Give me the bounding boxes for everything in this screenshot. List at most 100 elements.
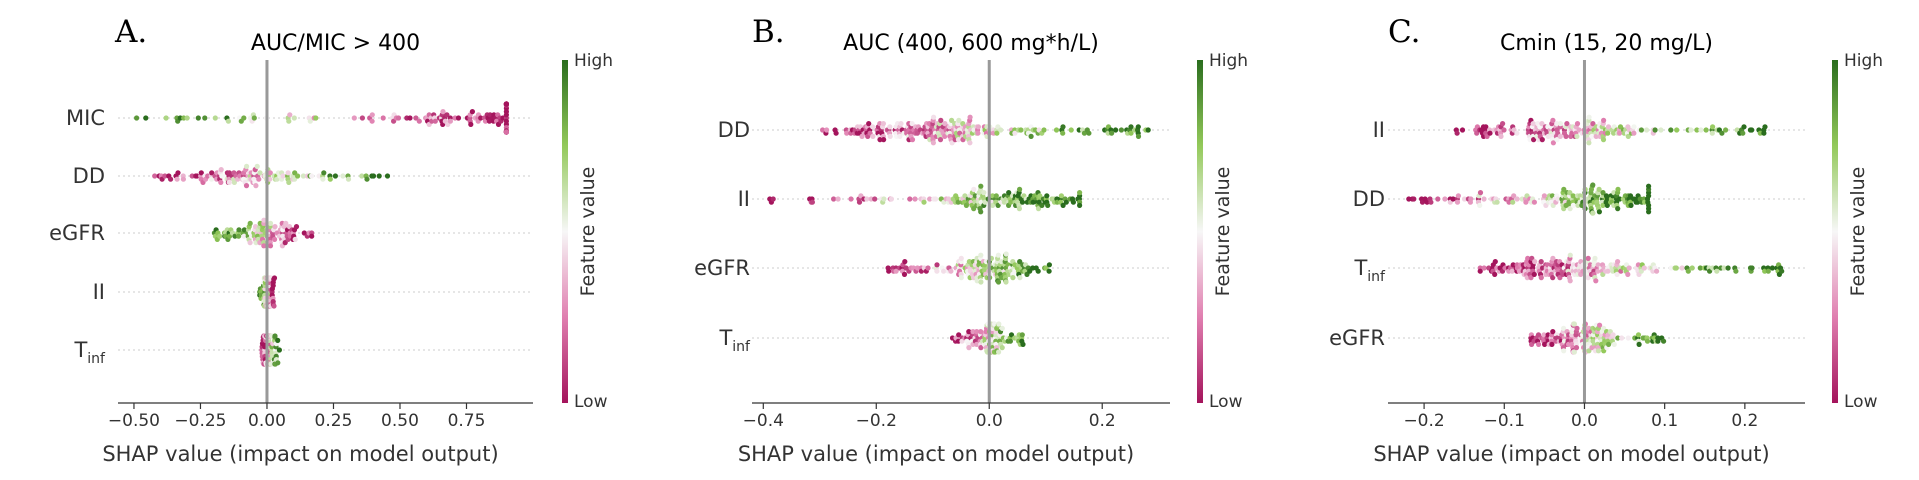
shap-point [1615, 186, 1621, 192]
shap-point [1585, 255, 1591, 261]
shap-point [1627, 193, 1634, 199]
feature-label: DD [718, 118, 750, 142]
feature-points-egfr [885, 251, 1052, 285]
shap-point [276, 347, 282, 353]
shap-point [1561, 348, 1567, 354]
shap-point [974, 341, 980, 347]
shap-point [163, 115, 169, 121]
shap-point [1615, 335, 1621, 341]
shap-point [1689, 265, 1695, 271]
shap-point [208, 176, 215, 182]
shap-point [887, 133, 893, 139]
shap-point [967, 140, 973, 146]
shap-point [1481, 265, 1487, 271]
shap-point [1658, 127, 1664, 133]
shap-point [1461, 196, 1468, 202]
shap-point [1557, 121, 1563, 127]
shap-point [1574, 325, 1580, 331]
shap-point [880, 121, 887, 127]
shap-point [1017, 275, 1023, 281]
shap-point [958, 275, 964, 281]
shap-point [901, 271, 908, 277]
shap-point [1046, 268, 1052, 274]
shap-point [1411, 196, 1417, 202]
shap-point [1511, 193, 1517, 199]
shap-point [1569, 130, 1575, 136]
shap-point [1118, 127, 1124, 133]
shap-point [1698, 127, 1704, 133]
shap-point [994, 130, 1000, 136]
shap-point [907, 196, 913, 202]
shap-point [286, 118, 292, 124]
shap-point [1550, 255, 1556, 261]
shap-point [1604, 202, 1610, 208]
shap-point [1113, 127, 1119, 133]
shap-point [1474, 130, 1480, 136]
shap-point [886, 268, 892, 274]
shap-point [1018, 127, 1024, 133]
shap-point [870, 124, 876, 130]
shap-point [897, 133, 903, 139]
shap-point [1655, 338, 1661, 344]
shap-point [835, 196, 841, 202]
shap-point [327, 176, 333, 182]
shap-point [212, 115, 218, 121]
shap-point [447, 118, 453, 124]
colorbar-low-label: Low [1844, 392, 1878, 412]
shap-point [1450, 196, 1456, 202]
shap-point [1549, 341, 1555, 347]
shap-point [930, 140, 937, 146]
shap-point [1128, 130, 1134, 136]
shap-point [1007, 338, 1014, 344]
shap-point [236, 233, 242, 239]
colorbar-high-label: High [574, 51, 613, 71]
shap-point [226, 170, 232, 176]
panel-3: C. Cmin (15, 20 mg/L) II DD Tinf eGFR −0.2 −0.1… [1329, 14, 1883, 466]
x-tick-label: 0.0 [976, 411, 1003, 431]
shap-point [254, 163, 260, 169]
shap-point [990, 202, 996, 208]
shap-point [236, 227, 242, 233]
shap-point [1531, 271, 1537, 277]
shap-point [1646, 209, 1652, 215]
shap-point [1135, 124, 1141, 130]
colorbar: High Low Feature value [562, 51, 613, 412]
shap-point [1128, 124, 1134, 130]
shap-point [320, 176, 326, 182]
panel-letter: C. [1388, 14, 1420, 50]
shap-point [949, 140, 955, 146]
x-tick-label: 0.00 [248, 411, 286, 431]
shap-point [909, 137, 916, 143]
shap-point [866, 121, 872, 127]
shap-point [1574, 133, 1580, 139]
shap-point [978, 279, 984, 285]
shap-point [1605, 124, 1612, 130]
shap-point [898, 121, 904, 127]
shap-point [275, 360, 281, 366]
shap-point [287, 112, 293, 118]
shap-point [937, 137, 944, 143]
shap-point [978, 183, 984, 189]
shap-point [209, 170, 215, 176]
shap-point [881, 196, 887, 202]
panel-letter: B. [752, 14, 785, 50]
shap-point [914, 265, 921, 271]
shap-point [1626, 265, 1632, 271]
shap-point [316, 173, 322, 179]
shap-point [1586, 140, 1592, 146]
feature-points-t-inf [1477, 252, 1785, 284]
shap-point [1053, 127, 1060, 133]
shap-point [1020, 341, 1026, 347]
shap-point [345, 176, 352, 182]
shap-point [1498, 133, 1504, 139]
colorbar: High Low Feature value [1197, 51, 1248, 412]
x-tick-label: −0.4 [743, 411, 784, 431]
shap-point [444, 112, 450, 118]
shap-point [272, 236, 278, 242]
shap-point [1749, 265, 1755, 271]
shap-point [1573, 345, 1580, 351]
shap-point [1586, 114, 1592, 120]
shap-point [1541, 332, 1547, 338]
shap-point [184, 115, 190, 121]
